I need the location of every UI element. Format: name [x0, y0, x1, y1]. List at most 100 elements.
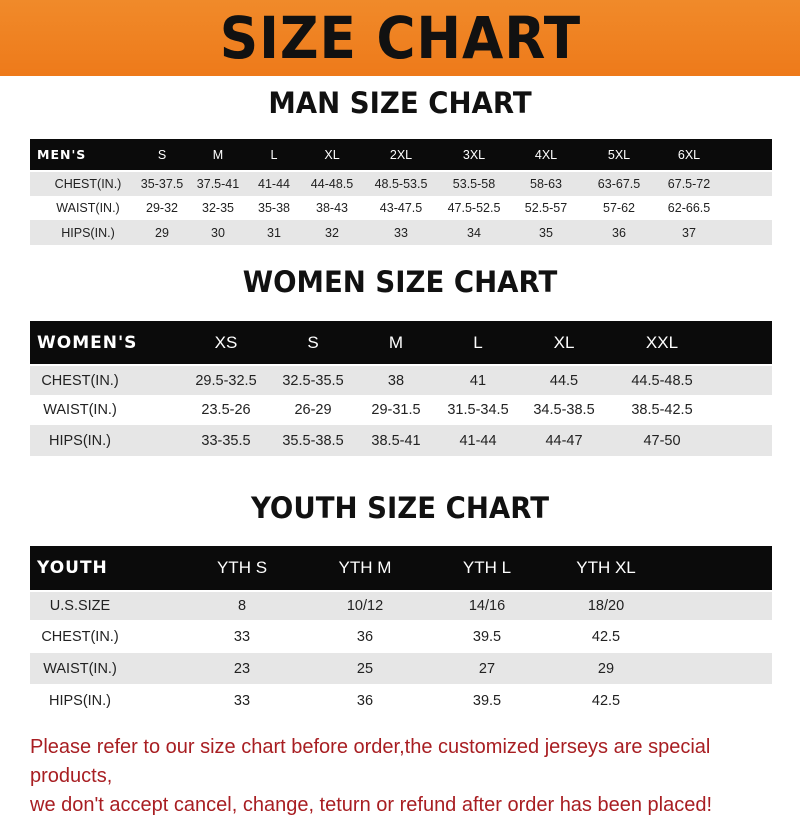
men-section-title: MAN SIZE CHART [268, 86, 532, 120]
size-header: YTH L [462, 558, 512, 577]
table-cell: 29-31.5 [371, 401, 421, 418]
table-cell: 36 [356, 692, 374, 709]
row-label: HIPS(IN.) [48, 432, 112, 449]
table-cell: 23.5-26 [201, 401, 251, 418]
table-cell: 35-38 [258, 201, 290, 215]
size-header: 4XL [534, 147, 558, 162]
men-size-table: MEN'S S M L XL 2XL 3XL 4XL 5XL 6XL CHEST(IN.) 35-37… [30, 139, 772, 245]
table-cell: 44-48.5 [310, 177, 354, 191]
table-cell: 30 [211, 225, 225, 240]
size-header: 3XL [462, 147, 486, 162]
table-cell: 44-47 [545, 432, 583, 449]
table-cell: 29-32 [146, 201, 178, 215]
youth-header-row: YOUTH YTH S YTH M YTH L YTH XL [30, 546, 772, 590]
table-cell: 29.5-32.5 [195, 372, 257, 389]
row-label: U.S.SIZE [49, 598, 111, 614]
table-row: CHEST(IN.) 29.5-32.5 32.5-35.5 38 41 44.5 44.5… [30, 366, 772, 395]
table-cell: 39.5 [472, 628, 502, 645]
table-cell: 38.5-41 [371, 432, 421, 449]
size-header: S [307, 332, 319, 352]
row-label: CHEST(IN.) [41, 628, 119, 645]
table-cell: 36 [356, 628, 374, 645]
table-cell: 32-35 [202, 201, 234, 215]
table-cell: 41-44 [459, 432, 497, 449]
women-size-table: WOMEN'S XS S M L XL XXL CHEST(IN.) 29.5-32.5 32.5… [30, 321, 772, 456]
table-cell: 35 [539, 225, 553, 240]
table-row: WAIST(IN.) 23 25 27 29 [30, 653, 772, 684]
table-row: HIPS(IN.) 33-35.5 35.5-38.5 38.5-41 41-44 44-… [30, 425, 772, 456]
table-cell: 35.5-38.5 [282, 432, 344, 449]
row-label: HIPS(IN.) [48, 692, 112, 709]
table-cell: 43-47.5 [379, 201, 423, 215]
table-cell: 8 [237, 598, 247, 614]
table-title: YOUTH [37, 558, 108, 578]
size-header: XS [214, 332, 238, 352]
size-header: YTH M [338, 558, 392, 577]
table-cell: 44.5-48.5 [631, 372, 693, 389]
size-header: L [270, 147, 278, 162]
table-cell: 25 [356, 660, 374, 677]
youth-section-title: YOUTH SIZE CHART [250, 491, 550, 525]
size-header: XL [553, 332, 575, 352]
size-header: 5XL [607, 147, 631, 162]
row-label: CHEST(IN.) [41, 372, 119, 389]
women-header-row: WOMEN'S XS S M L XL XXL [30, 321, 772, 364]
size-header: XXL [645, 332, 679, 352]
table-cell: 37.5-41 [196, 177, 240, 191]
table-row: WAIST(IN.) 23.5-26 26-29 29-31.5 31.5-34.5 34… [30, 395, 772, 424]
notice-line-1: Please refer to our size chart before or… [30, 736, 711, 787]
table-cell: 42.5 [591, 628, 621, 645]
table-cell: 31.5-34.5 [447, 401, 509, 418]
notice-line-2: we don't accept cancel, change, teturn o… [30, 794, 713, 816]
table-cell: 32 [325, 225, 339, 240]
size-header: 6XL [677, 147, 701, 162]
table-cell: 10/12 [346, 598, 384, 614]
row-label: WAIST(IN.) [43, 660, 117, 677]
table-cell: 62-66.5 [667, 201, 711, 215]
table-cell: 33 [233, 628, 251, 645]
youth-size-table: YOUTH YTH S YTH M YTH L YTH XL U.S.SIZE 8 10/12… [30, 546, 772, 718]
size-header: 2XL [389, 147, 413, 162]
table-cell: 41 [469, 372, 487, 389]
table-cell: 33 [233, 692, 251, 709]
table-cell: 32.5-35.5 [282, 372, 344, 389]
row-label: HIPS(IN.) [61, 225, 115, 240]
table-cell: 52.5-57 [524, 201, 568, 215]
size-header: M [388, 332, 404, 352]
table-cell: 41-44 [258, 177, 290, 191]
size-header: YTH S [216, 558, 268, 577]
table-cell: 48.5-53.5 [374, 177, 428, 191]
table-cell: 57-62 [603, 201, 635, 215]
size-chart-banner: SIZE CHART [0, 0, 800, 76]
table-row: HIPS(IN.) 29 30 31 32 33 34 35 36 37 [30, 220, 772, 245]
table-cell: 33-35.5 [201, 432, 251, 449]
table-cell: 58-63 [530, 177, 562, 191]
table-cell: 26-29 [294, 401, 332, 418]
table-cell: 31 [267, 225, 281, 240]
table-cell: 29 [155, 225, 169, 240]
table-cell: 27 [478, 660, 496, 677]
table-cell: 23 [233, 660, 251, 677]
size-header: L [473, 332, 483, 352]
size-header: XL [324, 147, 340, 162]
order-notice: Please refer to our size chart before or… [30, 733, 790, 820]
table-cell: 38.5-42.5 [631, 401, 693, 418]
row-label: WAIST(IN.) [43, 401, 117, 418]
men-header-row: MEN'S S M L XL 2XL 3XL 4XL 5XL 6XL [30, 139, 772, 170]
table-cell: 18/20 [587, 598, 625, 614]
table-cell: 67.5-72 [667, 177, 711, 191]
table-cell: 42.5 [591, 692, 621, 709]
table-cell: 29 [597, 660, 615, 677]
table-cell: 39.5 [472, 692, 502, 709]
table-row: CHEST(IN.) 33 36 39.5 42.5 [30, 621, 772, 652]
table-row: HIPS(IN.) 33 36 39.5 42.5 [30, 685, 772, 716]
table-title: WOMEN'S [37, 332, 138, 353]
table-cell: 38-43 [316, 201, 348, 215]
table-cell: 47.5-52.5 [447, 201, 501, 215]
table-cell: 53.5-58 [452, 177, 496, 191]
table-cell: 47-50 [643, 432, 681, 449]
size-header: S [157, 147, 167, 162]
banner-title: SIZE CHART [219, 4, 581, 72]
table-cell: 38 [387, 372, 405, 389]
women-section-title: WOMEN SIZE CHART [242, 265, 558, 299]
